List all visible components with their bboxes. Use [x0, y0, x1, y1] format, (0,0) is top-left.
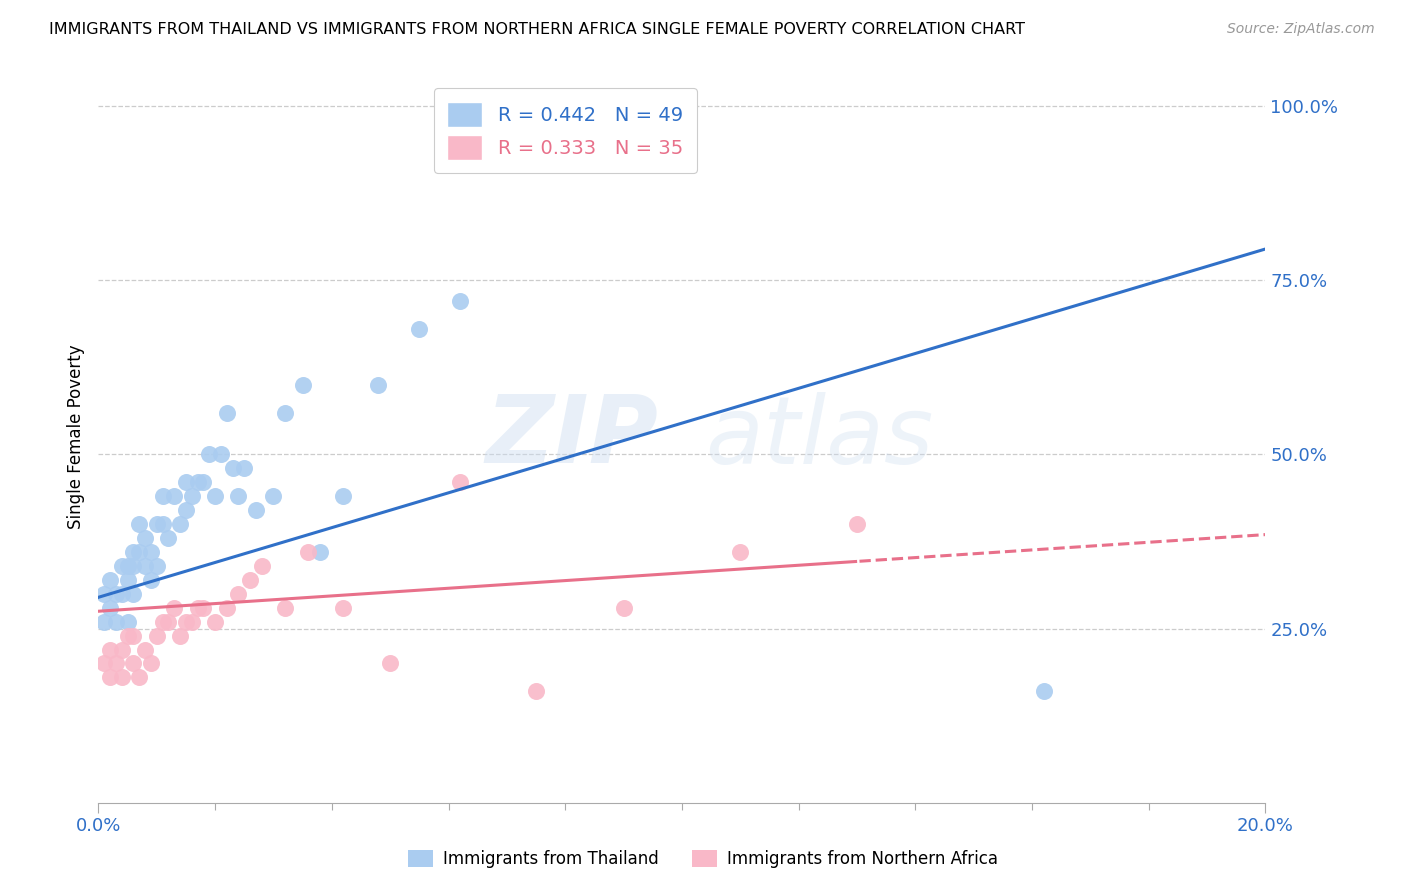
Point	[122, 558, 145, 573]
Point	[139, 545, 162, 559]
Point	[180, 615, 202, 629]
Point	[157, 531, 180, 545]
Point	[122, 545, 145, 559]
Point	[111, 642, 134, 657]
Point	[524, 684, 547, 698]
Point	[221, 461, 243, 475]
Point	[204, 615, 226, 629]
Point	[449, 294, 471, 309]
Point	[139, 657, 162, 671]
Point	[111, 558, 134, 573]
Point	[134, 531, 156, 545]
Point	[174, 503, 197, 517]
Point	[128, 517, 150, 532]
Point	[250, 558, 273, 573]
Point	[297, 545, 319, 559]
Point	[332, 600, 354, 615]
Legend: Immigrants from Thailand, Immigrants from Northern Africa: Immigrants from Thailand, Immigrants fro…	[401, 843, 1005, 875]
Point	[245, 503, 267, 517]
Point	[152, 489, 174, 503]
Point	[193, 600, 215, 615]
Point	[174, 615, 197, 629]
Legend: R = 0.442   N = 49, R = 0.333   N = 35: R = 0.442 N = 49, R = 0.333 N = 35	[433, 88, 697, 173]
Point	[117, 558, 139, 573]
Point	[169, 629, 191, 643]
Point	[274, 406, 297, 420]
Point	[169, 517, 191, 532]
Point	[157, 615, 180, 629]
Point	[111, 587, 134, 601]
Text: IMMIGRANTS FROM THAILAND VS IMMIGRANTS FROM NORTHERN AFRICA SINGLE FEMALE POVERT: IMMIGRANTS FROM THAILAND VS IMMIGRANTS F…	[49, 22, 1025, 37]
Point	[93, 615, 115, 629]
Point	[152, 517, 174, 532]
Point	[291, 377, 314, 392]
Point	[93, 587, 115, 601]
Point	[209, 448, 232, 462]
Point	[163, 489, 186, 503]
Point	[228, 489, 250, 503]
Point	[98, 573, 121, 587]
Point	[309, 545, 332, 559]
Point	[104, 615, 127, 629]
Text: atlas: atlas	[706, 392, 934, 483]
Point	[146, 629, 169, 643]
Point	[1032, 684, 1054, 698]
Point	[367, 377, 389, 392]
Point	[239, 573, 262, 587]
Point	[274, 600, 297, 615]
Point	[98, 670, 121, 684]
Point	[228, 587, 250, 601]
Text: ZIP: ZIP	[485, 391, 658, 483]
Text: Source: ZipAtlas.com: Source: ZipAtlas.com	[1227, 22, 1375, 37]
Point	[122, 629, 145, 643]
Point	[233, 461, 256, 475]
Point	[98, 642, 121, 657]
Point	[122, 657, 145, 671]
Point	[163, 600, 186, 615]
Point	[104, 587, 127, 601]
Point	[152, 615, 174, 629]
Point	[117, 629, 139, 643]
Point	[449, 475, 471, 490]
Point	[139, 573, 162, 587]
Point	[612, 600, 634, 615]
Point	[128, 670, 150, 684]
Point	[215, 600, 238, 615]
Point	[730, 545, 752, 559]
Point	[380, 657, 402, 671]
Point	[215, 406, 238, 420]
Point	[198, 448, 221, 462]
Point	[332, 489, 354, 503]
Point	[134, 642, 156, 657]
Point	[111, 670, 134, 684]
Point	[193, 475, 215, 490]
Point	[128, 545, 150, 559]
Point	[117, 615, 139, 629]
Point	[180, 489, 202, 503]
Point	[98, 600, 121, 615]
Point	[104, 657, 127, 671]
Point	[134, 558, 156, 573]
Point	[846, 517, 869, 532]
Point	[408, 322, 430, 336]
Point	[262, 489, 284, 503]
Point	[146, 558, 169, 573]
Point	[204, 489, 226, 503]
Point	[117, 573, 139, 587]
Y-axis label: Single Female Poverty: Single Female Poverty	[66, 345, 84, 529]
Point	[174, 475, 197, 490]
Point	[187, 600, 209, 615]
Point	[93, 657, 115, 671]
Point	[122, 587, 145, 601]
Point	[187, 475, 209, 490]
Point	[146, 517, 169, 532]
